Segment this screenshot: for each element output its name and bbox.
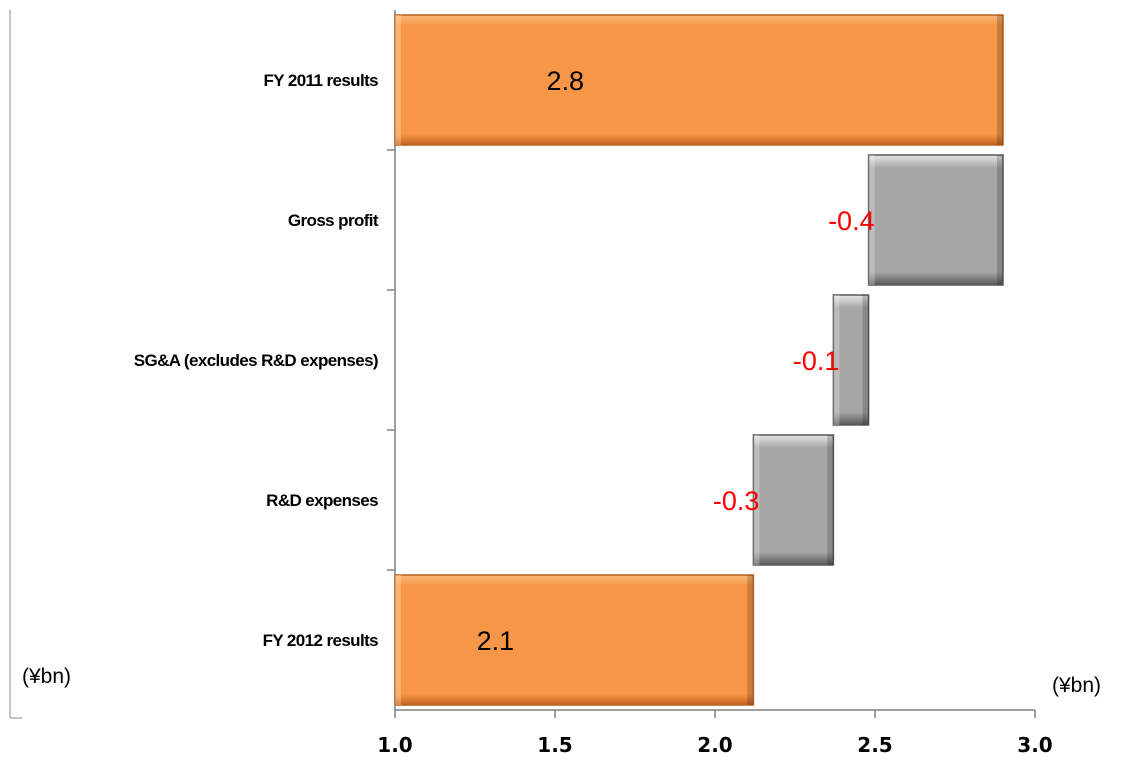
bar-total bbox=[394, 14, 1004, 146]
bar-bevel-right bbox=[997, 155, 1003, 285]
x-axis-ticks: 1.0 1.5 2.0 2.5 3.0 bbox=[377, 710, 1053, 757]
bar-bevel-left bbox=[395, 575, 401, 705]
x-tick-label: 2.5 bbox=[857, 733, 892, 757]
bar-bevel-left bbox=[395, 15, 401, 145]
category-label: FY 2012 results bbox=[263, 631, 379, 650]
bar-delta bbox=[752, 434, 835, 566]
value-label: -0.4 bbox=[828, 206, 875, 236]
y-axis-ticks bbox=[387, 149, 395, 571]
value-labels: 2.8 -0.4 -0.1 -0.3 2.1 bbox=[477, 66, 875, 656]
value-label: -0.1 bbox=[793, 346, 840, 376]
bar-delta bbox=[867, 154, 1004, 286]
bar-bevel-left bbox=[868, 155, 875, 285]
x-tick-label: 2.0 bbox=[697, 733, 732, 757]
bar-bevel-right bbox=[747, 575, 754, 705]
bar-bevel-left bbox=[753, 435, 760, 565]
category-label: SG&A (excludes R&D expenses) bbox=[134, 351, 378, 370]
unit-label-left: (¥bn) bbox=[22, 665, 71, 688]
category-label: R&D expenses bbox=[266, 491, 378, 510]
bar-bevel-right bbox=[862, 295, 869, 425]
bar-total bbox=[394, 574, 755, 706]
x-tick-label: 1.0 bbox=[377, 733, 412, 757]
category-label: FY 2011 results bbox=[264, 71, 379, 90]
bar-bevel-left bbox=[833, 295, 840, 425]
category-label: Gross profit bbox=[288, 211, 379, 230]
bar-delta bbox=[832, 294, 870, 426]
category-labels: FY 2011 results Gross profit SG&A (exclude… bbox=[134, 71, 380, 650]
x-tick-label: 1.5 bbox=[537, 733, 572, 757]
bars-group bbox=[394, 14, 1004, 706]
unit-label-right: (¥bn) bbox=[1052, 674, 1101, 697]
x-tick-label: 3.0 bbox=[1017, 733, 1052, 757]
bar-bevel-right bbox=[827, 435, 834, 565]
value-label: 2.1 bbox=[477, 626, 515, 656]
value-label: -0.3 bbox=[713, 486, 760, 516]
bar-bevel-right bbox=[997, 15, 1003, 145]
value-label: 2.8 bbox=[546, 66, 584, 96]
